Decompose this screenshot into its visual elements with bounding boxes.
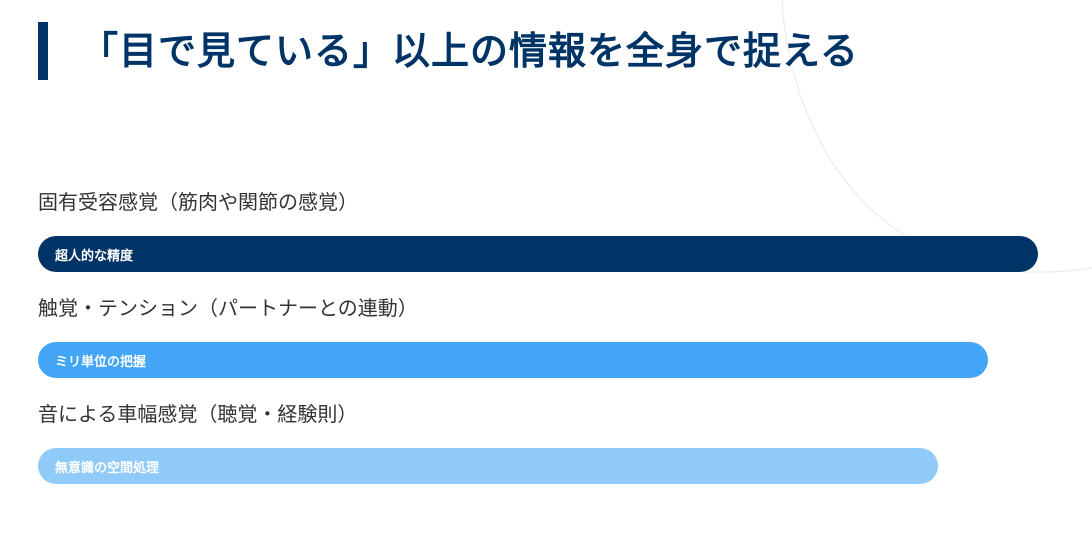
- bar: 無意識の空間処理: [38, 448, 938, 484]
- page-title: 「目で見ている」以上の情報を全身で捉える: [80, 29, 859, 73]
- bar-label: ミリ単位の把握: [55, 354, 147, 370]
- bar-label: 超人的な精度: [55, 248, 134, 264]
- bar: ミリ単位の把握: [38, 342, 988, 378]
- category-label: 触覚・テンション（パートナーとの連動）: [38, 296, 418, 320]
- bar: 超人的な精度: [38, 236, 1038, 272]
- category-label: 固有受容感覚（筋肉や関節の感覚）: [38, 190, 358, 214]
- bar-label: 無意識の空間処理: [55, 460, 160, 476]
- category-label: 音による車幅感覚（聴覚・経験則）: [38, 402, 358, 426]
- title-accent-bar: [38, 22, 48, 80]
